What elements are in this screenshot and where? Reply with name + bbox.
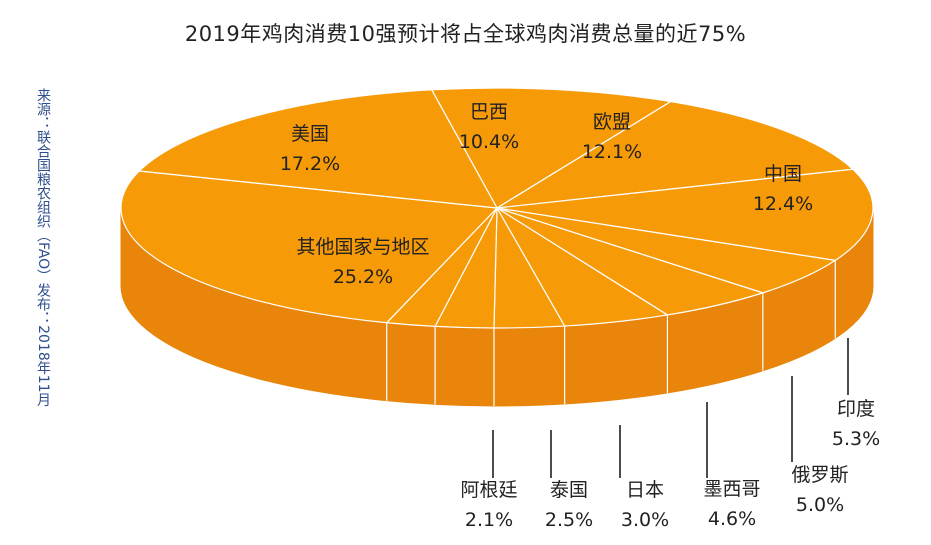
slice-label-7: 泰国	[550, 479, 588, 501]
pie-slice-2	[496, 168, 874, 262]
slice-value-3: 5.3%	[832, 428, 880, 450]
pie-slice-0	[430, 87, 673, 209]
slice-value-10: 17.2%	[280, 153, 340, 175]
slice-value-8: 2.1%	[465, 509, 513, 531]
slice-label-10: 美国	[291, 123, 329, 145]
slice-label-0: 巴西	[470, 101, 508, 123]
pie-slice-10	[137, 89, 499, 209]
slice-label-1: 欧盟	[593, 111, 631, 133]
slice-label-8: 阿根廷	[460, 479, 517, 501]
slice-label-9: 其他国家与地区	[296, 236, 429, 258]
slice-value-4: 5.0%	[796, 494, 844, 516]
pie-slice-1	[496, 100, 855, 209]
slice-value-7: 2.5%	[545, 509, 593, 531]
slice-value-6: 3.0%	[621, 509, 669, 531]
slice-label-6: 日本	[626, 479, 664, 501]
slice-label-4: 俄罗斯	[791, 464, 848, 486]
slice-value-5: 4.6%	[708, 508, 756, 530]
pie-slice-9	[120, 170, 499, 324]
chart-title: 2019年鸡肉消费10强预计将占全球鸡肉消费总量的近75%	[184, 22, 747, 46]
slice-label-5: 墨西哥	[703, 478, 760, 500]
slice-label-3: 印度	[837, 398, 875, 420]
slice-value-2: 12.4%	[753, 193, 813, 215]
slice-label-2: 中国	[764, 163, 802, 185]
slice-value-9: 25.2%	[333, 266, 393, 288]
slice-value-0: 10.4%	[459, 131, 519, 153]
source-note: 来源：联合国粮农组织（FAO）发布：2018年11月	[35, 88, 51, 407]
slice-value-1: 12.1%	[582, 141, 642, 163]
